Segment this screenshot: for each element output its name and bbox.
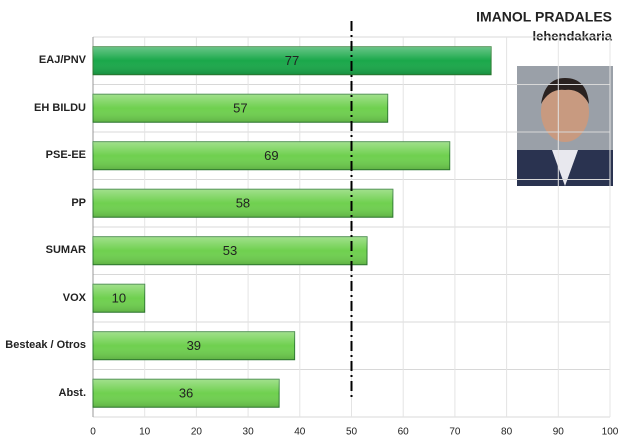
category-label: PP — [71, 196, 86, 209]
category-label: Besteak / Otros — [5, 339, 86, 352]
category-label: PSE-EE — [45, 149, 86, 162]
chart-subtitle: lehendakaria — [533, 28, 613, 43]
x-tick-label: 60 — [398, 427, 410, 438]
x-tick-label: 20 — [191, 427, 203, 438]
x-tick-label: 30 — [243, 427, 255, 438]
category-label: VOX — [62, 291, 86, 304]
value-label: 10 — [112, 291, 126, 306]
x-tick-label: 80 — [501, 427, 513, 438]
value-label: 39 — [187, 338, 201, 353]
value-label: 53 — [223, 243, 237, 258]
x-tick-label: 50 — [346, 427, 358, 438]
value-label: 57 — [233, 101, 247, 116]
value-label: 77 — [285, 53, 299, 68]
x-tick-label: 0 — [90, 427, 96, 438]
category-label: SUMAR — [45, 244, 86, 257]
value-label: 69 — [264, 148, 278, 163]
bar-shine — [93, 284, 145, 313]
bar-shine — [93, 141, 450, 170]
x-tick-label: 90 — [553, 427, 565, 438]
bar-shine — [93, 94, 388, 123]
bar-shine — [93, 379, 280, 408]
category-label: EAJ/PNV — [38, 54, 86, 67]
value-label: 58 — [236, 196, 250, 211]
x-tick-label: 100 — [602, 427, 619, 438]
bar-shine — [93, 236, 368, 265]
x-tick-label: 10 — [139, 427, 151, 438]
portrait — [517, 66, 613, 186]
x-tick-label: 70 — [449, 427, 461, 438]
chart-title: IMANOL PRADALES — [476, 9, 612, 25]
bar-shine — [93, 331, 295, 360]
bar-shine — [93, 46, 492, 75]
category-label: EH BILDU — [34, 101, 86, 114]
bar-shine — [93, 189, 393, 218]
value-label: 36 — [179, 386, 193, 401]
category-label: Abst. — [58, 386, 87, 399]
x-tick-label: 40 — [294, 427, 306, 438]
